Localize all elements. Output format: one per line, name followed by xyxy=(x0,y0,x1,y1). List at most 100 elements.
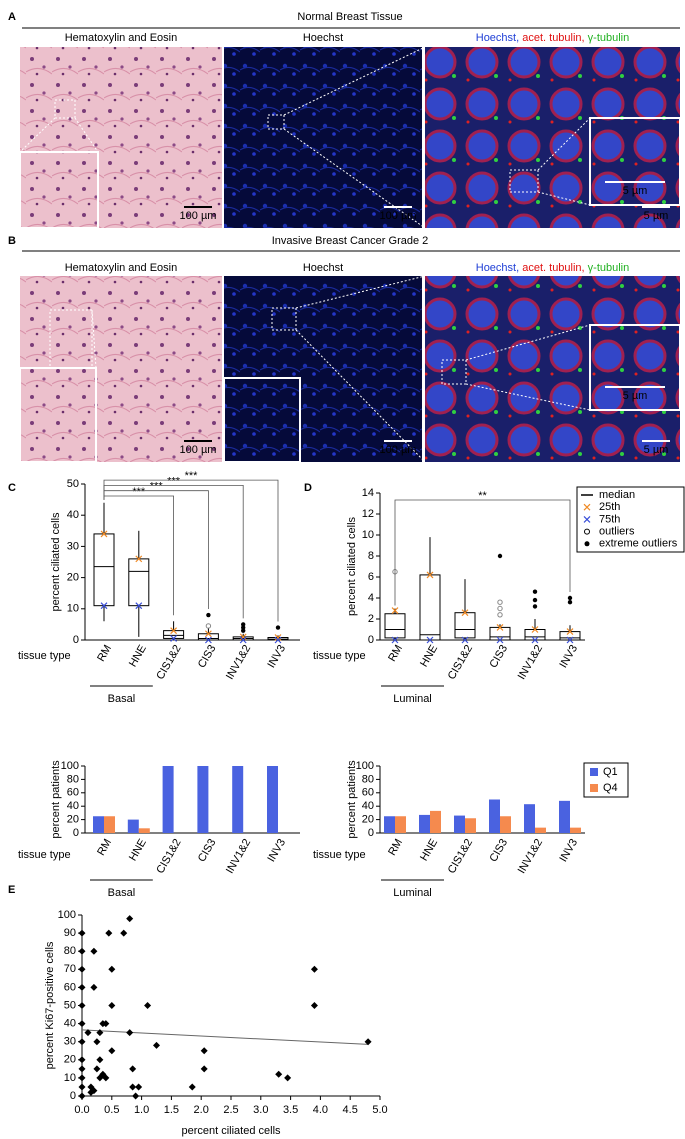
x-tick-label: INV3 xyxy=(265,837,288,864)
bar xyxy=(535,827,546,833)
point xyxy=(78,947,86,955)
x-axis-label: tissue type xyxy=(313,650,366,662)
inset xyxy=(589,117,681,206)
point xyxy=(78,983,86,991)
bar xyxy=(104,816,115,833)
box xyxy=(128,558,150,607)
bar xyxy=(267,766,278,833)
point xyxy=(310,1002,318,1009)
x-axis-label: tissue type xyxy=(18,849,71,861)
zoom-line xyxy=(91,309,97,369)
bar xyxy=(489,799,500,833)
point xyxy=(78,1020,86,1028)
legend-label: median xyxy=(599,489,635,501)
x25-marker xyxy=(496,623,504,631)
group-label: Basal xyxy=(108,693,136,705)
x25-marker xyxy=(391,607,399,615)
y-tick-label: 80 xyxy=(362,773,374,785)
x-tick-label: INV1&2 xyxy=(224,837,253,876)
x75-marker xyxy=(496,636,504,644)
y-tick-label: 14 xyxy=(362,487,374,499)
legend-swatch xyxy=(583,503,591,511)
legend-swatch xyxy=(590,768,598,776)
y-tick-label: 70 xyxy=(64,963,76,975)
x75-marker xyxy=(274,636,282,644)
x25-marker xyxy=(461,609,469,617)
x-tick-label: 2.0 xyxy=(194,1104,209,1116)
bar xyxy=(559,800,570,833)
significance-label: *** xyxy=(167,475,181,487)
micrograph xyxy=(224,47,422,228)
point xyxy=(108,965,116,973)
y-tick-label: 0 xyxy=(368,827,374,839)
x25-marker xyxy=(426,571,434,579)
point xyxy=(96,1056,104,1064)
x-tick-label: 1.5 xyxy=(164,1104,179,1116)
legend-label: Q4 xyxy=(603,782,618,794)
point xyxy=(132,1092,140,1100)
inset xyxy=(223,377,301,463)
point xyxy=(153,1041,160,1049)
extreme-outlier xyxy=(241,622,246,627)
legend-label: 75th xyxy=(599,513,620,525)
x-tick-label: CIS3 xyxy=(196,837,219,864)
point xyxy=(87,1088,95,1096)
panel-label: C xyxy=(8,482,16,494)
point xyxy=(275,1070,283,1078)
caption-part: acet. tubulin, xyxy=(519,262,584,274)
point xyxy=(200,1047,208,1055)
y-tick-label: 30 xyxy=(67,540,79,552)
legend-swatch xyxy=(584,541,590,547)
x-axis-label: tissue type xyxy=(18,650,71,662)
zoom-box xyxy=(54,99,76,119)
point xyxy=(78,1038,86,1046)
significance-label: *** xyxy=(132,486,146,498)
bar xyxy=(570,827,581,833)
bar xyxy=(524,804,535,833)
point xyxy=(78,929,86,937)
y-tick-label: 20 xyxy=(67,572,79,584)
x-tick-label: HNE xyxy=(127,643,149,669)
box xyxy=(419,574,441,641)
legend-swatch xyxy=(583,515,591,523)
x75-marker xyxy=(135,602,143,610)
bar xyxy=(162,766,174,833)
panel-title: Normal Breast Tissue xyxy=(297,11,402,23)
x-tick-label: 4.0 xyxy=(313,1104,328,1116)
y-tick-label: 40 xyxy=(67,800,79,812)
x25-marker xyxy=(566,628,574,636)
y-axis-label: percent Ki67-positive cells xyxy=(44,941,56,1069)
y-tick-label: 6 xyxy=(368,571,374,583)
scale-label: 5 µm xyxy=(623,390,648,402)
y-axis-label: percent patients xyxy=(346,760,358,839)
y-tick-label: 40 xyxy=(67,509,79,521)
trendline xyxy=(81,1029,369,1045)
panel-label: E xyxy=(8,884,15,896)
point xyxy=(129,1083,137,1091)
extreme-outlier xyxy=(497,553,503,559)
x-tick-label: RM xyxy=(95,643,114,664)
bar xyxy=(419,814,430,833)
x-tick-label: INV3 xyxy=(557,643,580,670)
y-tick-label: 50 xyxy=(64,999,76,1011)
significance-bracket xyxy=(394,499,571,606)
extreme-outlier xyxy=(567,600,573,605)
significance-bracket xyxy=(103,490,209,610)
x-tick-label: INV1&2 xyxy=(516,643,545,682)
box xyxy=(197,633,219,641)
extreme-outlier xyxy=(241,625,246,630)
x-tick-label: CIS3 xyxy=(487,837,510,864)
x-tick-label: 0.0 xyxy=(74,1104,89,1116)
significance-label: ** xyxy=(478,490,487,502)
y-tick-label: 20 xyxy=(64,1054,76,1066)
x-tick-label: CIS3 xyxy=(196,643,219,670)
x-tick-label: CIS1&2 xyxy=(446,643,475,682)
point xyxy=(284,1074,292,1082)
bar xyxy=(430,810,441,833)
outlier xyxy=(497,605,503,612)
y-axis-label: percent ciliated cells xyxy=(50,512,62,612)
legend-swatch xyxy=(584,528,590,535)
point xyxy=(102,1074,110,1082)
